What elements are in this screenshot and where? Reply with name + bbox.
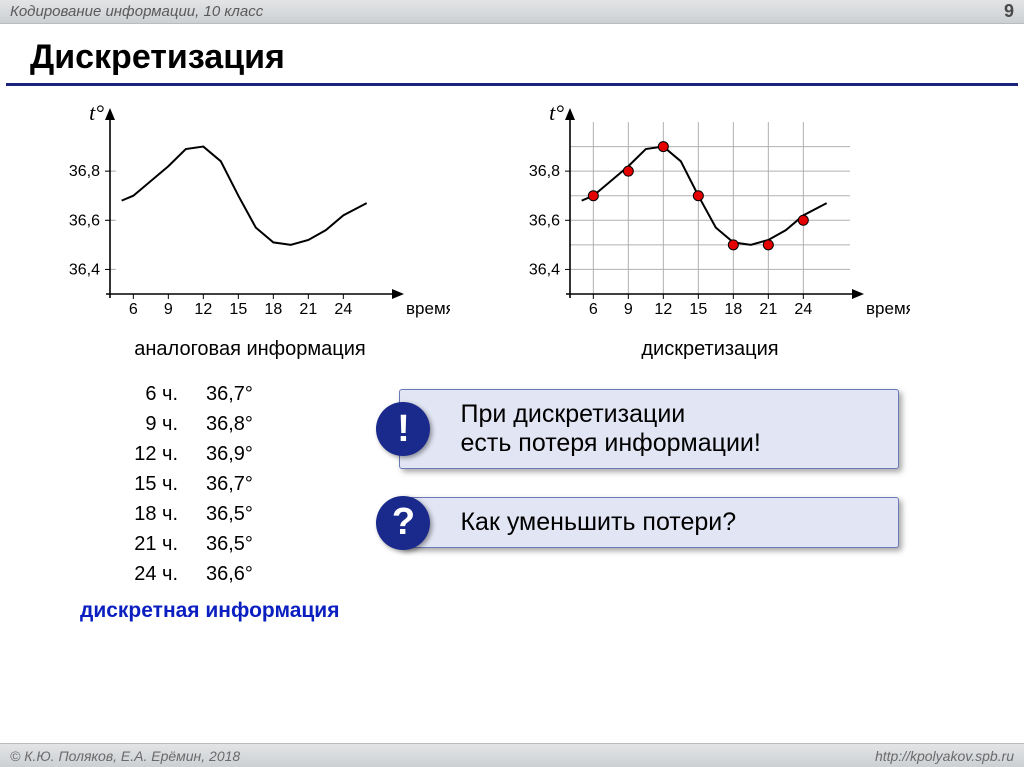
svg-text:время: время xyxy=(866,299,910,318)
callout-question: ? Как уменьшить потери? xyxy=(399,497,899,548)
callout-warning: ! При дискретизации есть потеря информац… xyxy=(399,389,899,469)
svg-text:6: 6 xyxy=(589,301,598,318)
slide-title: Дискретизация xyxy=(0,24,1024,83)
footer-url: http://kpolyakov.spb.ru xyxy=(875,748,1014,764)
svg-text:18: 18 xyxy=(724,301,742,318)
svg-text:36,4: 36,4 xyxy=(69,261,100,278)
question-badge-icon: ? xyxy=(376,496,430,550)
discrete-info-label: дискретная информация xyxy=(80,599,339,623)
chart-analog: 6 9 12 15 18 21 24 36,4 36,6 36,8 t° время аналогов… xyxy=(50,104,450,361)
svg-text:время: время xyxy=(406,299,450,318)
chart-analog-caption: аналоговая информация xyxy=(134,338,365,361)
svg-text:9: 9 xyxy=(164,301,173,318)
svg-text:15: 15 xyxy=(689,301,707,318)
svg-text:t°: t° xyxy=(89,104,104,125)
data-table-wrapper: 6 ч.36,7°9 ч.36,8°12 ч.36,9°15 ч.36,7°18… xyxy=(120,379,339,623)
callout-warning-line1: При дискретизации xyxy=(460,400,880,429)
svg-text:36,6: 36,6 xyxy=(529,212,560,229)
table-row: 24 ч. 36,6° xyxy=(120,559,339,589)
table-cell-temp: 36,9° xyxy=(206,439,276,469)
table-cell-time: 9 ч. xyxy=(120,409,178,439)
table-cell-temp: 36,7° xyxy=(206,379,276,409)
table-cell-temp: 36,8° xyxy=(206,409,276,439)
table-cell-temp: 36,7° xyxy=(206,469,276,499)
callout-warning-line2: есть потеря информации! xyxy=(460,429,880,458)
table-row: 21 ч. 36,5° xyxy=(120,529,339,559)
svg-text:t°: t° xyxy=(549,104,564,125)
warning-badge-icon: ! xyxy=(376,402,430,456)
lower-section: 6 ч.36,7°9 ч.36,8°12 ч.36,9°15 ч.36,7°18… xyxy=(0,361,1024,623)
svg-text:36,4: 36,4 xyxy=(529,261,560,278)
footer-copyright: © К.Ю. Поляков, Е.А. Ерёмин, 2018 xyxy=(10,748,240,764)
callouts: ! При дискретизации есть потеря информац… xyxy=(399,389,899,623)
table-cell-temp: 36,5° xyxy=(206,499,276,529)
charts-row: 6 9 12 15 18 21 24 36,4 36,6 36,8 t° время аналогов… xyxy=(0,86,1024,361)
data-table: 6 ч.36,7°9 ч.36,8°12 ч.36,9°15 ч.36,7°18… xyxy=(120,379,339,589)
svg-text:24: 24 xyxy=(794,301,812,318)
svg-text:21: 21 xyxy=(759,301,777,318)
svg-text:36,8: 36,8 xyxy=(69,163,100,180)
svg-text:12: 12 xyxy=(194,301,212,318)
table-row: 12 ч. 36,9° xyxy=(120,439,339,469)
svg-text:36,6: 36,6 xyxy=(69,212,100,229)
svg-text:6: 6 xyxy=(129,301,138,318)
table-row: 6 ч. 36,7° xyxy=(120,379,339,409)
callout-question-text: Как уменьшить потери? xyxy=(460,508,880,537)
svg-text:9: 9 xyxy=(624,301,633,318)
table-cell-time: 12 ч. xyxy=(120,439,178,469)
table-cell-time: 6 ч. xyxy=(120,379,178,409)
page-number: 9 xyxy=(1004,1,1014,22)
table-cell-time: 24 ч. xyxy=(120,559,178,589)
svg-text:15: 15 xyxy=(229,301,247,318)
chart-discrete-svg: 6 9 12 15 18 21 24 36,4 36,6 36,8 t° время xyxy=(510,104,910,334)
svg-text:36,8: 36,8 xyxy=(529,163,560,180)
table-cell-temp: 36,6° xyxy=(206,559,276,589)
chart-discrete-caption: дискретизация xyxy=(641,338,778,361)
table-cell-time: 21 ч. xyxy=(120,529,178,559)
slide-header: Кодирование информации, 10 класс 9 xyxy=(0,0,1024,24)
table-cell-time: 18 ч. xyxy=(120,499,178,529)
svg-text:18: 18 xyxy=(264,301,282,318)
table-row: 9 ч. 36,8° xyxy=(120,409,339,439)
table-row: 15 ч. 36,7° xyxy=(120,469,339,499)
svg-text:12: 12 xyxy=(654,301,672,318)
slide-footer: © К.Ю. Поляков, Е.А. Ерёмин, 2018 http:/… xyxy=(0,743,1024,767)
header-topic: Кодирование информации, 10 класс xyxy=(10,3,263,20)
chart-discrete: 6 9 12 15 18 21 24 36,4 36,6 36,8 t° время дискрети… xyxy=(510,104,910,361)
svg-text:21: 21 xyxy=(299,301,317,318)
svg-text:24: 24 xyxy=(334,301,352,318)
chart-analog-svg: 6 9 12 15 18 21 24 36,4 36,6 36,8 t° время xyxy=(50,104,450,334)
table-row: 18 ч. 36,5° xyxy=(120,499,339,529)
table-cell-time: 15 ч. xyxy=(120,469,178,499)
table-cell-temp: 36,5° xyxy=(206,529,276,559)
